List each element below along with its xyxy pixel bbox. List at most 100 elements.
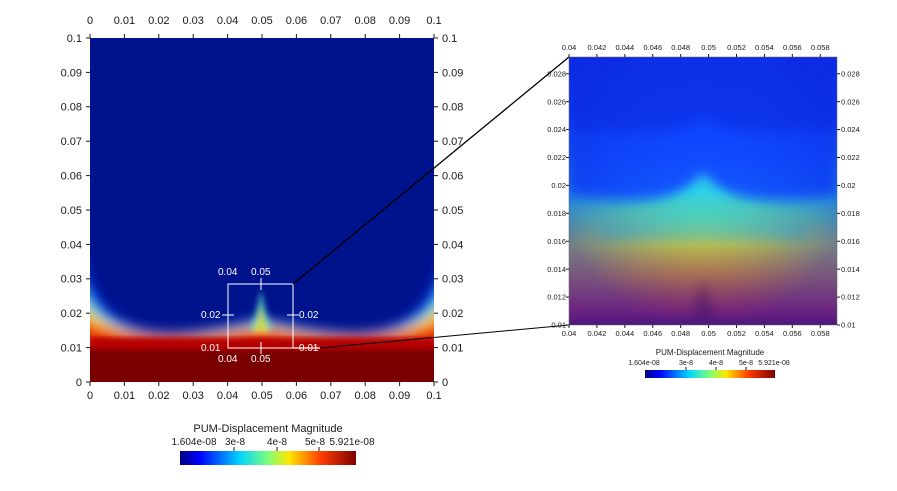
zoom-x-top-tick-label: 0.046 [643,43,662,52]
main-x-bottom-tick-label: 0.05 [251,390,272,402]
main-x-top-tick-label: 0.05 [251,15,272,27]
connector-line-bottom [319,324,570,349]
main-x-bottom-tick-label: 0.02 [148,390,169,402]
main-colorbar-gradient [180,451,356,465]
zoom-x-bottom-tick-label: 0.05 [701,329,716,338]
zoom-y-left-tick-label: 0.028 [547,69,566,78]
main-y-left-tick-label: 0.02 [61,308,82,320]
zoom-y-right-tick-label: 0.018 [841,209,860,218]
zoom-y-right-tick-label: 0.028 [841,69,860,78]
zoom-x-top-tick-label: 0.052 [727,43,746,52]
main-y-left-tick-label: 0.03 [61,274,82,286]
main-y-right-tick-label: 0.1 [442,33,457,45]
zoom-colorbar-label-4e8: 4e-8 [709,360,723,367]
zoom-colorbar-title: PUM-Displacement Magnitude [656,348,765,357]
main-x-axis-bottom: 0 0.01 0.02 0.03 0.04 0.05 0.06 0.07 0.08 0.09 0.1 [87,382,442,402]
main-x-top-tick-label: 0 [87,15,93,27]
zoom-box-label-top-left: 0.04 [218,267,238,278]
main-colorbar-label-max: 5.921e-08 [329,437,374,448]
main-colorbar: PUM-Displacement Magnitude 1.604e-08 3e-… [171,423,375,465]
zoom-y-left-tick-label: 0.02 [551,181,566,190]
zoom-y-left-tick-label: 0.012 [547,293,566,302]
main-y-left-tick-label: 0.1 [67,33,82,45]
zoom-x-axis-top: 0.04 0.042 0.044 0.046 0.048 0.05 0.052 0.054 0.… [562,43,830,57]
zoom-x-bottom-tick-label: 0.04 [562,329,577,338]
zoom-y-right-tick-label: 0.014 [841,265,860,274]
zoom-y-right-tick-label: 0.026 [841,97,860,106]
zoom-y-left-tick-label: 0.01 [551,321,566,330]
zoom-x-bottom-tick-label: 0.046 [643,329,662,338]
main-y-left-tick-label: 0.09 [61,67,82,79]
zoom-colorbar: PUM-Displacement Magnitude 1.604e-08 3e-… [628,348,790,378]
main-x-top-tick-label: 0.08 [354,15,375,27]
zoom-y-right-tick-label: 0.02 [841,181,856,190]
main-y-right-tick-label: 0.07 [442,136,463,148]
main-y-left-tick-label: 0.07 [61,136,82,148]
main-colorbar-label-5e8: 5e-8 [305,437,325,448]
main-y-right-tick-label: 0.06 [442,170,463,182]
zoom-y-left-tick-label: 0.014 [547,265,566,274]
main-x-bottom-tick-label: 0.04 [217,390,238,402]
zoom-box-label-left-lower: 0.01 [201,343,221,354]
zoom-x-bottom-tick-label: 0.054 [755,329,774,338]
zoom-y-left-tick-label: 0.026 [547,97,566,106]
main-x-top-tick-label: 0.1 [426,15,441,27]
zoom-y-left-tick-label: 0.024 [547,125,566,134]
zoom-y-left-tick-label: 0.016 [547,237,566,246]
zoom-y-right-tick-label: 0.024 [841,125,860,134]
zoom-box-label-left-upper: 0.02 [201,310,221,321]
main-y-left-tick-label: 0.04 [61,239,82,251]
main-x-bottom-tick-label: 0.01 [114,390,135,402]
main-x-bottom-tick-label: 0.08 [354,390,375,402]
main-x-axis-top: 0 0.01 0.02 0.03 0.04 0.05 0.06 0.07 0.08 0.09 0.1 [87,15,442,38]
main-y-right-tick-label: 0.04 [442,239,463,251]
zoom-colorbar-label-5e8: 5e-8 [739,360,753,367]
zoom-plot [569,57,837,325]
zoom-box-label-top-right: 0.05 [251,267,271,278]
main-x-bottom-tick-label: 0.07 [320,390,341,402]
zoom-x-top-tick-label: 0.04 [562,43,577,52]
main-colorbar-title: PUM-Displacement Magnitude [193,423,342,435]
main-x-bottom-tick-label: 0.03 [182,390,203,402]
main-y-left-tick-label: 0.06 [61,170,82,182]
main-y-axis-right: 0 0.01 0.02 0.03 0.04 0.05 0.06 0.07 0.08 0.09 0.1 [434,33,463,389]
zoom-colorbar-label-3e8: 3e-8 [679,360,693,367]
main-y-left-tick-label: 0.01 [61,342,82,354]
main-x-top-tick-label: 0.03 [182,15,203,27]
zoom-x-bottom-tick-label: 0.052 [727,329,746,338]
zoom-y-right-tick-label: 0.016 [841,237,860,246]
main-colorbar-label-min: 1.604e-08 [171,437,216,448]
zoom-colorbar-label-max: 5.921e-08 [758,360,790,367]
zoom-y-right-tick-label: 0.01 [841,321,856,330]
zoom-x-top-tick-label: 0.044 [615,43,634,52]
zoom-x-bottom-tick-label: 0.048 [671,329,690,338]
main-plot [90,38,434,382]
main-x-bottom-tick-label: 0.06 [286,390,307,402]
zoom-colorbar-label-min: 1.604e-08 [628,360,660,367]
zoom-y-left-tick-label: 0.022 [547,153,566,162]
main-x-bottom-tick-label: 0 [87,390,93,402]
zoom-x-bottom-tick-label: 0.042 [588,329,607,338]
main-y-left-tick-label: 0 [76,377,82,389]
zoom-y-axis-left: 0.01 0.012 0.014 0.016 0.018 0.02 0.022 0.024 0.… [547,69,569,330]
zoom-y-axis-right: 0.01 0.012 0.014 0.016 0.018 0.02 0.022 0.024 0.… [837,69,860,330]
main-y-axis-left: 0 0.01 0.02 0.03 0.04 0.05 0.06 0.07 0.08 0.09 0.1 [61,33,90,389]
zoom-x-bottom-tick-label: 0.058 [811,329,830,338]
main-y-left-tick-label: 0.05 [61,205,82,217]
zoom-x-top-tick-label: 0.058 [811,43,830,52]
main-y-right-tick-label: 0.01 [442,342,463,354]
zoom-x-top-tick-label: 0.05 [701,43,716,52]
zoom-x-axis-bottom: 0.04 0.042 0.044 0.046 0.048 0.05 0.052 0.054 0.… [562,325,830,338]
main-colorbar-label-4e8: 4e-8 [267,437,287,448]
zoom-x-bottom-tick-label: 0.056 [783,329,802,338]
zoom-x-top-tick-label: 0.042 [588,43,607,52]
main-y-right-tick-label: 0 [442,377,448,389]
main-y-right-tick-label: 0.09 [442,67,463,79]
zoom-box-label-right-upper: 0.02 [299,310,319,321]
main-y-right-tick-label: 0.03 [442,274,463,286]
main-colorbar-label-3e8: 3e-8 [225,437,245,448]
zoom-colorbar-gradient [645,370,775,378]
main-x-top-tick-label: 0.01 [114,15,135,27]
main-y-right-tick-label: 0.08 [442,102,463,114]
